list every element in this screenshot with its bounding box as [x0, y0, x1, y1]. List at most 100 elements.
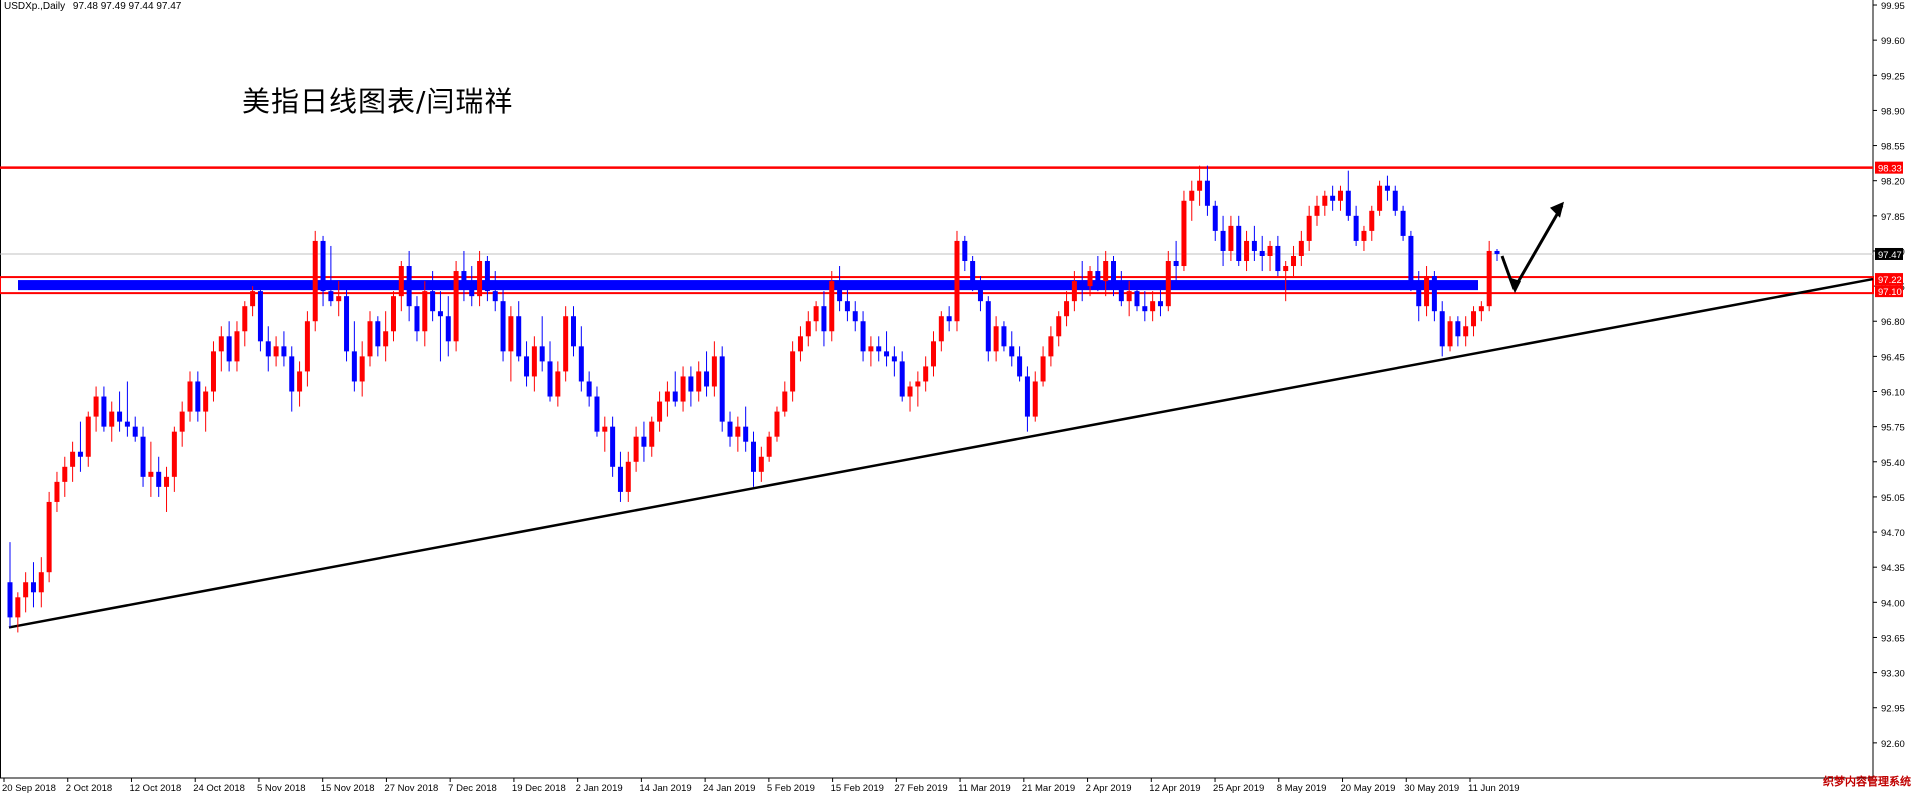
- candle-body-up: [218, 336, 224, 352]
- candle-body-down: [891, 356, 897, 362]
- candle-body-down: [7, 582, 13, 618]
- candle-body-up: [508, 316, 514, 352]
- candle-body-up: [148, 471, 154, 477]
- candle-body-up: [766, 436, 772, 457]
- y-tick-label: 99.25: [1881, 71, 1905, 82]
- candle-body-up: [657, 401, 663, 422]
- candle-body-down: [117, 411, 123, 422]
- candle-body-down: [884, 351, 890, 357]
- price-label-box: [1875, 285, 1903, 298]
- candle-body-up: [938, 316, 944, 342]
- candle-body-down: [1236, 225, 1242, 262]
- candle-body-up: [250, 291, 256, 307]
- candle-body-down: [445, 316, 451, 342]
- y-tick-label: 92.95: [1881, 704, 1905, 715]
- candle-body-down: [672, 391, 678, 402]
- y-tick-label: 99.60: [1881, 36, 1905, 47]
- candle-body-down: [578, 346, 584, 382]
- y-tick-label: 95.40: [1881, 458, 1905, 469]
- candle-body-down: [375, 321, 381, 347]
- candle-body-down: [328, 291, 334, 302]
- y-tick-label: 95.75: [1881, 423, 1905, 434]
- candle-body-down: [1204, 180, 1210, 206]
- candle-body-down: [437, 311, 443, 317]
- candle-body-up: [915, 381, 921, 387]
- candle-body-down: [257, 291, 263, 342]
- candle-body-down: [617, 466, 623, 492]
- candle-body-up: [625, 461, 631, 492]
- candle-body-up: [829, 281, 835, 332]
- candle-body-down: [751, 441, 756, 472]
- candle-body-down: [899, 361, 905, 397]
- candle-body-up: [1463, 326, 1469, 337]
- candle-body-up: [1298, 240, 1304, 256]
- candle-body-down: [414, 306, 420, 332]
- candle-body-up: [54, 481, 60, 502]
- candle-body-up: [304, 321, 310, 372]
- x-tick-label: 30 May 2019: [1404, 783, 1459, 794]
- candle-body-down: [1220, 230, 1226, 251]
- candle-body-up: [664, 391, 670, 402]
- candle-body-down: [586, 381, 592, 397]
- candle-body-up: [1322, 195, 1328, 206]
- candle-body-up: [1032, 381, 1038, 417]
- y-tick-label: 98.55: [1881, 142, 1905, 153]
- candle-body-up: [1048, 336, 1054, 357]
- candle-body-down: [101, 396, 107, 427]
- candle-body-up: [782, 391, 788, 412]
- y-tick-label: 99.95: [1881, 1, 1905, 12]
- ohlc-readout: 97.48 97.49 97.44 97.47: [72, 1, 182, 12]
- price-label-box: [1875, 161, 1903, 174]
- candle-body-up: [1306, 215, 1312, 241]
- candle-body-up: [1071, 281, 1077, 302]
- candle-body-up: [109, 411, 115, 427]
- candle-body-up: [359, 356, 365, 382]
- candle-body-down: [516, 316, 522, 357]
- candle-body-up: [1478, 306, 1484, 312]
- candle-body-up: [164, 476, 170, 487]
- candle-body-down: [1079, 281, 1085, 287]
- candle-body-up: [46, 501, 52, 573]
- candle-body-up: [1377, 185, 1383, 211]
- candle-body-down: [351, 351, 357, 382]
- candle-body-down: [77, 451, 83, 457]
- candle-body-down: [1431, 276, 1437, 312]
- x-tick-label: 5 Feb 2019: [767, 783, 815, 794]
- price-label-text: 97.22: [1878, 275, 1902, 286]
- candle-body-down: [1275, 245, 1281, 272]
- candle-body-up: [954, 240, 960, 322]
- candle-body-up: [758, 456, 764, 472]
- candle-body-up: [1447, 321, 1453, 347]
- candle-body-down: [30, 582, 36, 593]
- candle-body-down: [570, 316, 576, 347]
- candle-body-down: [1142, 306, 1148, 312]
- candle-body-up: [203, 391, 209, 412]
- candle-body-up: [993, 326, 999, 352]
- x-tick-label: 21 Mar 2019: [1022, 783, 1075, 794]
- candle-body-down: [704, 371, 710, 387]
- candle-body-up: [711, 356, 717, 387]
- candle-body-up: [1283, 266, 1289, 272]
- candle-body-down: [430, 291, 436, 312]
- candle-body-down: [641, 436, 647, 447]
- candle-body-up: [398, 266, 404, 297]
- candle-body-down: [1118, 286, 1124, 302]
- y-tick-label: 96.80: [1881, 317, 1905, 328]
- y-tick-label: 94.70: [1881, 528, 1905, 539]
- candle-body-down: [156, 471, 162, 487]
- candle-body-up: [696, 371, 702, 392]
- candle-body-up: [477, 261, 483, 297]
- candle-body-up: [422, 291, 428, 332]
- candle-body-down: [1095, 271, 1101, 282]
- candle-body-up: [187, 381, 193, 412]
- candle-body-down: [484, 261, 490, 292]
- support-band-outline: [0, 276, 1874, 295]
- candle-body-up: [171, 431, 177, 477]
- candle-body-up: [602, 426, 608, 432]
- support-band-fill: [18, 280, 1478, 291]
- candle-body-down: [1009, 346, 1015, 357]
- candle-body-down: [492, 291, 498, 302]
- x-tick-label: 7 Dec 2018: [448, 783, 497, 794]
